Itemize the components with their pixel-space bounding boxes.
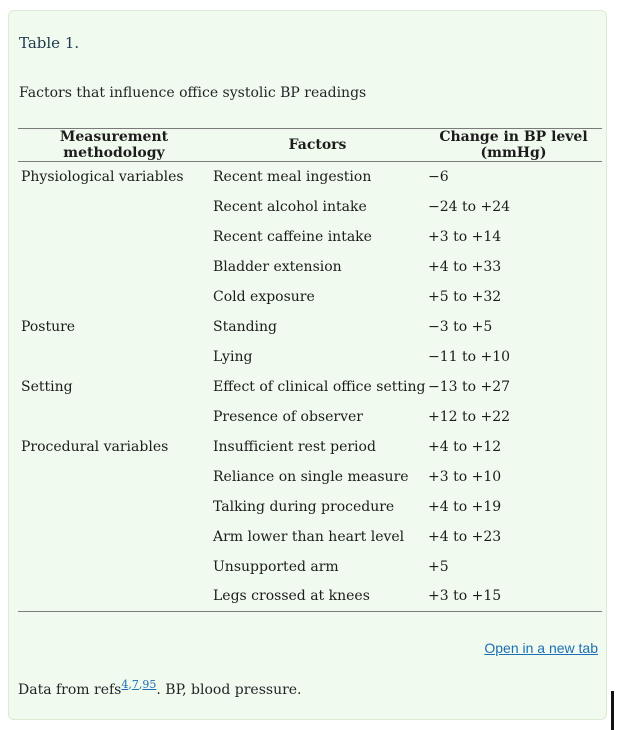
cell-change: −6: [428, 168, 449, 185]
footnote-prefix: Data from refs: [18, 682, 122, 698]
cell-factor: Effect of clinical office setting: [213, 378, 425, 395]
table-row: Bladder extension +4 to +33: [18, 252, 602, 282]
cell-group: [18, 192, 210, 222]
cell-group: [18, 342, 210, 372]
cell-factor: Talking during procedure: [213, 498, 395, 515]
cell-group: [18, 581, 210, 612]
table-row: Recent caffeine intake +3 to +14: [18, 222, 602, 252]
cell-change: +4 to +12: [428, 438, 502, 455]
cell-change: −3 to +5: [428, 318, 493, 335]
reference-link[interactable]: 4: [121, 678, 129, 692]
cell-change: +5 to +32: [428, 288, 502, 305]
ref-comma: ,: [128, 678, 132, 692]
cell-group: [18, 282, 210, 312]
cell-group: Procedural variables: [21, 438, 169, 455]
cell-change: −13 to +27: [428, 378, 511, 395]
cell-factor: Arm lower than heart level: [213, 528, 405, 545]
table-row: Setting Effect of clinical office setting…: [18, 372, 602, 402]
table-row: Cold exposure +5 to +32: [18, 282, 602, 312]
cell-change: +3 to +15: [425, 581, 602, 612]
cell-group: [18, 492, 210, 522]
cell-factor: Standing: [213, 318, 277, 335]
column-header-factors: Factors: [210, 128, 425, 162]
footnote-refs: 4,7,95: [121, 677, 156, 691]
ref-comma: ,: [138, 678, 143, 692]
cell-group: Posture: [21, 318, 76, 335]
cell-factor: Insufficient rest period: [213, 438, 376, 455]
cell-factor: Bladder extension: [213, 258, 342, 275]
cell-change: +4 to +19: [428, 498, 502, 515]
cell-change: +4 to +33: [428, 258, 502, 275]
cell-change: −11 to +10: [428, 348, 511, 365]
table-caption: Factors that influence office systolic B…: [19, 85, 367, 101]
cell-group: [18, 252, 210, 282]
table-row: Talking during procedure +4 to +19: [18, 492, 602, 522]
cell-change: +5: [428, 558, 449, 575]
cell-factor: Unsupported arm: [213, 558, 339, 575]
cell-change: +4 to +23: [428, 528, 502, 545]
table-body: Physiological variables Recent meal inges…: [18, 162, 602, 612]
table-row: Reliance on single measure +3 to +10: [18, 462, 602, 492]
cell-change: −24 to +24: [428, 198, 511, 215]
table-row: Posture Standing −3 to +5: [18, 312, 602, 342]
table-row: Recent alcohol intake −24 to +24: [18, 192, 602, 222]
cell-group: Physiological variables: [21, 168, 184, 185]
table-row: Procedural variables Insufficient rest pe…: [18, 432, 602, 462]
cell-change: +3 to +14: [428, 228, 502, 245]
cell-group: Setting: [21, 378, 73, 395]
table-row: Physiological variables Recent meal inges…: [18, 162, 602, 192]
open-in-new-tab-link[interactable]: Open in a new tab: [484, 640, 598, 656]
window-edge-scrollbar-fragment: [611, 691, 614, 730]
cell-change: +12 to +22: [428, 408, 511, 425]
table-row: Presence of observer +12 to +22: [18, 402, 602, 432]
column-header-change: Change in BP level (mmHg): [425, 128, 602, 162]
reference-link[interactable]: 7: [131, 678, 139, 692]
table-header-row: Measurement methodology Factors Change i…: [18, 128, 602, 162]
cell-factor: Presence of observer: [213, 408, 363, 425]
cell-factor: Lying: [213, 348, 253, 365]
table-row: Arm lower than heart level +4 to +23: [18, 522, 602, 552]
reference-link[interactable]: 95: [142, 678, 157, 692]
table-row: Legs crossed at knees +3 to +15: [18, 581, 602, 612]
table-footnote: Data from refs4,7,95. BP, blood pressure…: [18, 679, 302, 698]
bp-factors-table: Measurement methodology Factors Change i…: [18, 128, 602, 612]
cell-group: [18, 552, 210, 582]
column-header-methodology: Measurement methodology: [18, 128, 210, 162]
table-row: Lying −11 to +10: [18, 342, 602, 372]
cell-factor: Reliance on single measure: [213, 468, 409, 485]
cell-factor: Legs crossed at knees: [210, 581, 425, 612]
cell-group: [18, 462, 210, 492]
table-panel: Table 1. Factors that influence office s…: [8, 10, 607, 720]
cell-group: [18, 522, 210, 552]
footnote-suffix: . BP, blood pressure.: [156, 682, 302, 698]
cell-factor: Recent alcohol intake: [213, 198, 367, 215]
cell-change: +3 to +10: [428, 468, 502, 485]
cell-group: [18, 402, 210, 432]
table-row: Unsupported arm +5: [18, 552, 602, 582]
cell-group: [18, 222, 210, 252]
cell-factor: Recent meal ingestion: [213, 168, 372, 185]
open-link-row: Open in a new tab: [484, 638, 598, 657]
cell-factor: Recent caffeine intake: [213, 228, 372, 245]
cell-factor: Cold exposure: [213, 288, 315, 305]
table-title: Table 1.: [19, 34, 80, 52]
